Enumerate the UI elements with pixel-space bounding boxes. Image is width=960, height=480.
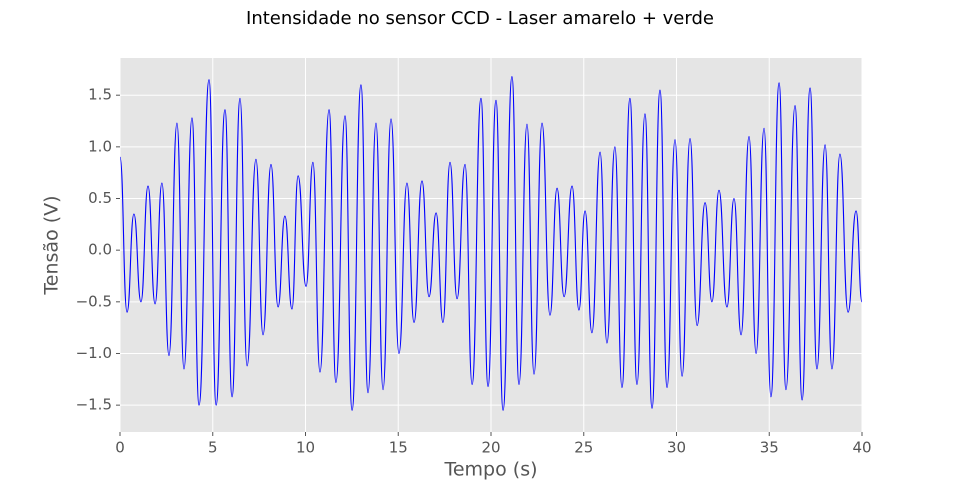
y-tick-label: 0.0 xyxy=(88,241,112,259)
x-axis-label: Tempo (s) xyxy=(443,459,537,480)
y-tick-label: 1.5 xyxy=(88,86,112,104)
x-tick-label: 5 xyxy=(208,439,218,457)
x-tick-label: 20 xyxy=(481,439,500,457)
x-tick-label: 25 xyxy=(574,439,593,457)
chart-title: Intensidade no sensor CCD - Laser amarel… xyxy=(246,8,714,29)
x-tick-label: 35 xyxy=(760,439,779,457)
y-tick-label: 1.0 xyxy=(88,137,112,155)
y-tick-label: −1.0 xyxy=(76,344,112,362)
y-tick-label: 0.5 xyxy=(88,189,112,207)
x-tick-label: 0 xyxy=(115,439,125,457)
y-tick-label: −1.5 xyxy=(76,396,112,414)
y-tick-label: −0.5 xyxy=(76,292,112,310)
x-tick-label: 15 xyxy=(389,439,408,457)
line-series xyxy=(119,76,863,411)
y-axis-label: Tensão (V) xyxy=(41,195,63,295)
x-tick-label: 40 xyxy=(852,439,871,457)
x-tick-label: 30 xyxy=(667,439,686,457)
x-tick-label: 10 xyxy=(296,439,315,457)
